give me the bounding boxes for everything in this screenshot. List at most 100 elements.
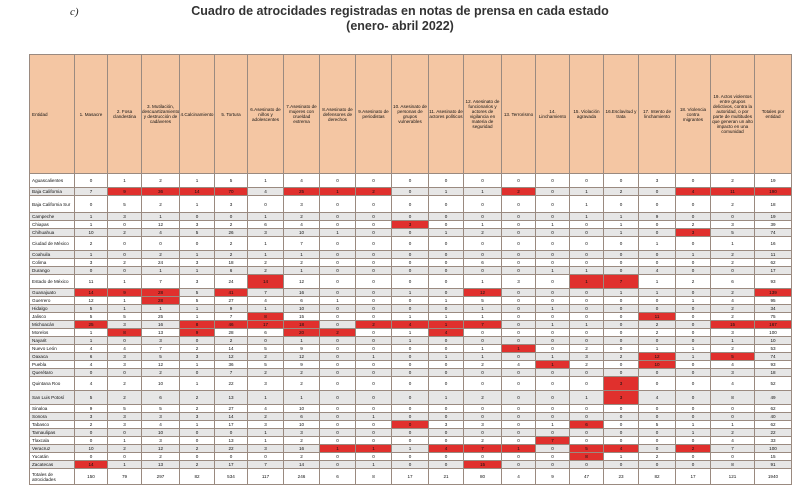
row-total-cell: 75 xyxy=(754,312,792,321)
value-cell: 1 xyxy=(179,420,215,429)
value-cell: 0 xyxy=(428,404,464,413)
state-name-cell: Baja California Sur xyxy=(29,195,75,213)
value-cell: 14 xyxy=(247,274,284,289)
value-cell: 0 xyxy=(638,444,676,453)
value-cell: 4 xyxy=(107,344,142,353)
state-name-cell: Coahuila xyxy=(29,250,75,259)
value-cell: 0 xyxy=(107,336,142,345)
value-cell: 0 xyxy=(355,360,392,369)
value-cell: 1 xyxy=(247,212,284,221)
row-total-cell: 39 xyxy=(754,220,792,229)
column-header-entidad: Entidad xyxy=(29,54,75,174)
value-cell: 0 xyxy=(355,344,392,353)
value-cell: 4 xyxy=(710,360,755,369)
value-cell: 3 xyxy=(179,258,215,267)
state-name-cell: Sinaloa xyxy=(29,404,75,413)
value-cell: 0 xyxy=(675,360,711,369)
totals-label: Totales de atrocidades xyxy=(29,468,75,485)
value-cell: 3 xyxy=(391,220,429,229)
value-cell: 0 xyxy=(428,360,464,369)
value-cell: 0 xyxy=(247,195,284,213)
value-cell: 0 xyxy=(391,420,429,429)
value-cell: 4 xyxy=(501,360,536,369)
value-cell: 0 xyxy=(214,212,248,221)
value-cell: 2 xyxy=(179,460,215,469)
value-cell: 0 xyxy=(501,390,536,405)
table-row: Estado de México 11 1 7 3 24 14 12 0 0 0 0 1 3 0 1 7 1 2 6 9… xyxy=(29,274,792,289)
value-cell: 3 xyxy=(141,336,180,345)
value-cell: 1 xyxy=(535,360,570,369)
value-cell: 0 xyxy=(501,376,536,391)
value-cell: 12 xyxy=(283,352,320,361)
value-cell: 0 xyxy=(391,436,429,445)
value-cell: 8 xyxy=(247,312,284,321)
value-cell: 0 xyxy=(179,452,215,461)
value-cell: 9 xyxy=(74,404,108,413)
value-cell: 26 xyxy=(214,228,248,237)
value-cell: 4 xyxy=(247,296,284,305)
value-cell: 0 xyxy=(569,328,604,337)
value-cell: 1 xyxy=(179,173,215,188)
state-name-cell: Colima xyxy=(29,258,75,267)
value-cell: 0 xyxy=(319,428,356,437)
state-name-cell: Tamaulipas xyxy=(29,428,75,437)
column-total-cell: 79 xyxy=(107,468,142,485)
value-cell: 0 xyxy=(569,428,604,437)
value-cell: 0 xyxy=(319,320,356,329)
state-name-cell: Chiapas xyxy=(29,220,75,229)
value-cell: 1 xyxy=(428,390,464,405)
table-row: Durango 0 0 1 1 6 2 1 0 0 0 0 0 0 1 1 0 4 0 0 17 xyxy=(29,266,792,275)
value-cell: 1 xyxy=(319,444,356,453)
value-cell: 2 xyxy=(141,452,180,461)
value-cell: 12 xyxy=(141,444,180,453)
value-cell: 0 xyxy=(391,173,429,188)
row-total-cell: 62 xyxy=(754,420,792,429)
value-cell: 0 xyxy=(355,312,392,321)
value-cell: 0 xyxy=(535,444,570,453)
value-cell: 41 xyxy=(214,288,248,297)
value-cell: 0 xyxy=(535,368,570,377)
value-cell: 9 xyxy=(638,212,676,221)
column-header: 8.Asesinato de defensores de derechos xyxy=(319,54,356,174)
value-cell: 0 xyxy=(675,376,711,391)
value-cell: 2 xyxy=(569,360,604,369)
value-cell: 0 xyxy=(428,250,464,259)
value-cell: 1 xyxy=(179,360,215,369)
value-cell: 0 xyxy=(355,404,392,413)
value-cell: 1 xyxy=(569,274,604,289)
value-cell: 0 xyxy=(107,220,142,229)
value-cell: 24 xyxy=(141,258,180,267)
value-cell: 0 xyxy=(428,274,464,289)
table-row: Yucatán 0 0 2 0 0 0 2 0 0 0 0 0 0 0 8 1 2 0 0 15 xyxy=(29,452,792,461)
value-cell: 1 xyxy=(428,352,464,361)
value-cell: 0 xyxy=(319,173,356,188)
value-cell: 2 xyxy=(675,220,711,229)
value-cell: 12 xyxy=(214,352,248,361)
value-cell: 0 xyxy=(638,195,676,213)
value-cell: 28 xyxy=(214,328,248,337)
value-cell: 0 xyxy=(535,195,570,213)
value-cell: 3 xyxy=(710,368,755,377)
value-cell: 10 xyxy=(638,360,676,369)
value-cell: 0 xyxy=(74,428,108,437)
value-cell: 0 xyxy=(355,288,392,297)
value-cell: 15 xyxy=(710,320,755,329)
value-cell: 2 xyxy=(638,320,676,329)
value-cell: 2 xyxy=(179,444,215,453)
value-cell: 3 xyxy=(501,274,536,289)
column-total-cell: 150 xyxy=(74,468,108,485)
value-cell: 0 xyxy=(675,368,711,377)
value-cell: 1 xyxy=(710,236,755,251)
value-cell: 14 xyxy=(214,344,248,353)
value-cell: 0 xyxy=(355,274,392,289)
value-cell: 0 xyxy=(603,460,639,469)
value-cell: 11 xyxy=(638,312,676,321)
value-cell: 1 xyxy=(428,296,464,305)
value-cell: 1 xyxy=(179,195,215,213)
value-cell: 0 xyxy=(391,368,429,377)
value-cell: 0 xyxy=(355,328,392,337)
value-cell: 5 xyxy=(214,173,248,188)
value-cell: 3 xyxy=(141,436,180,445)
value-cell: 1 xyxy=(501,444,536,453)
value-cell: 0 xyxy=(391,266,429,275)
